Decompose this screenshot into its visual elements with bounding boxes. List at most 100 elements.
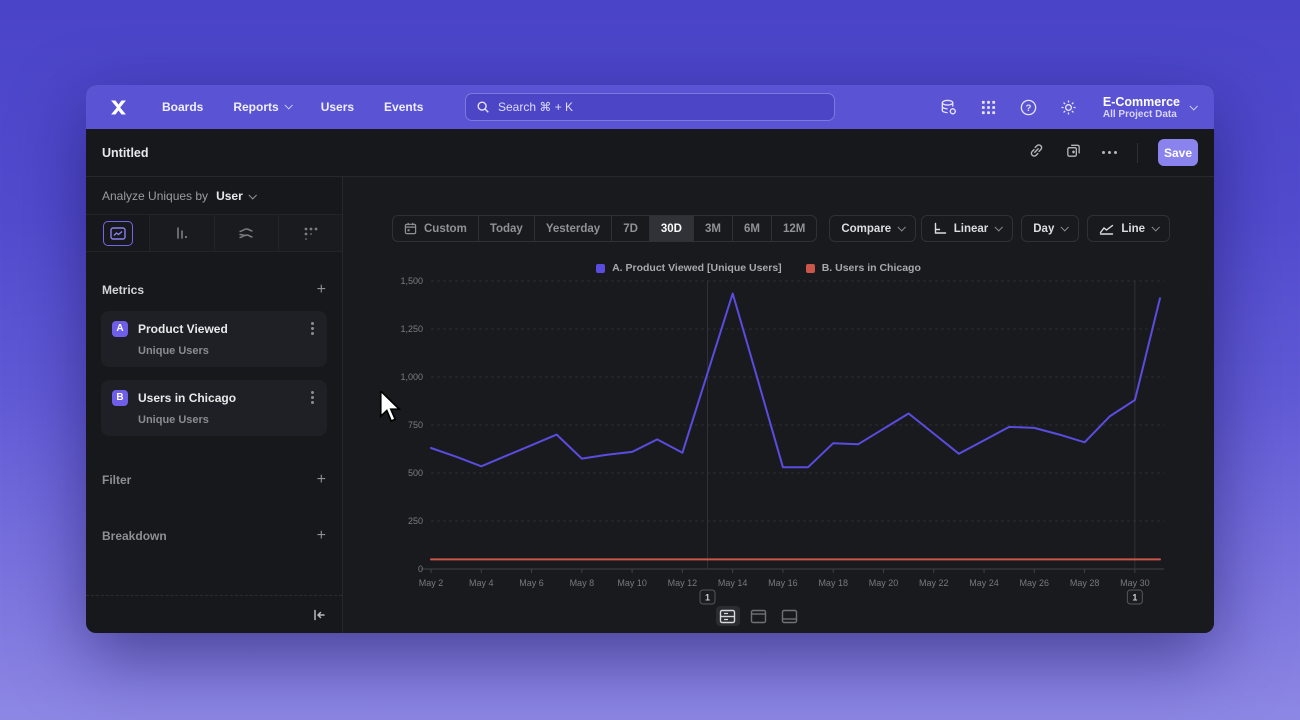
divider <box>1137 142 1138 163</box>
range-today[interactable]: Today <box>479 216 535 241</box>
chevron-down-icon <box>1151 222 1160 232</box>
layout-split-view-icon[interactable] <box>715 606 740 626</box>
range-30d[interactable]: 30D <box>649 216 694 241</box>
mixpanel-logo-icon[interactable] <box>108 96 130 118</box>
data-management-icon[interactable] <box>939 97 959 117</box>
range-yesterday[interactable]: Yesterday <box>535 216 613 241</box>
analyze-entity-dropdown[interactable]: User <box>216 189 257 203</box>
range-12m[interactable]: 12M <box>782 222 806 235</box>
svg-text:May 4: May 4 <box>469 578 494 588</box>
kebab-menu-icon[interactable] <box>309 320 316 337</box>
range-7d[interactable]: 7D <box>612 216 650 241</box>
help-icon[interactable]: ? <box>1019 97 1039 117</box>
svg-text:May 30: May 30 <box>1120 578 1150 588</box>
chevron-down-icon <box>1060 222 1070 232</box>
top-navbar: Boards Reports Users Events Search ⌘ + K… <box>86 85 1214 129</box>
tab-retention[interactable] <box>278 215 342 251</box>
view-layout-toggles <box>343 606 1174 626</box>
metric-badge-a: A <box>112 320 128 337</box>
line-chart[interactable]: 0 250 500 750 1,000 1,250 1,500 May 2 May 4 May 6… <box>386 275 1186 612</box>
svg-text:May 12: May 12 <box>668 578 698 588</box>
legend-item-b[interactable]: B. Users in Chicago <box>805 262 921 274</box>
tab-flows[interactable] <box>214 215 279 251</box>
kebab-menu-icon[interactable] <box>309 389 316 406</box>
report-header: Untitled Save <box>86 129 1214 177</box>
add-breakdown-button[interactable]: + <box>316 527 326 544</box>
svg-text:May 26: May 26 <box>1020 578 1050 588</box>
project-switcher[interactable]: E-Commerce All Project Data <box>1102 95 1198 120</box>
chevron-down-icon <box>284 100 293 110</box>
settings-gear-icon[interactable] <box>1059 97 1079 117</box>
chevron-down-icon <box>994 222 1004 232</box>
sidebar-footer <box>86 595 342 633</box>
metric-name: Product Viewed <box>138 321 228 336</box>
report-type-tabs <box>86 215 342 252</box>
range-3m[interactable]: 3M <box>694 216 733 241</box>
retention-dots-icon <box>304 227 318 240</box>
nav-item-reports[interactable]: Reports <box>233 100 293 114</box>
granularity-dropdown[interactable]: Day <box>1021 215 1080 242</box>
metric-measurement[interactable]: Unique Users <box>138 414 209 426</box>
chart-legend: A. Product Viewed [Unique Users] B. User… <box>343 262 1174 274</box>
analyze-uniques-row: Analyze Uniques by User <box>86 177 342 215</box>
chevron-down-icon <box>897 222 907 232</box>
nav-item-boards[interactable]: Boards <box>162 100 204 114</box>
bar-chart-icon <box>177 227 188 239</box>
more-options-icon[interactable] <box>1102 151 1117 154</box>
svg-text:1: 1 <box>705 593 710 603</box>
svg-text:?: ? <box>1026 102 1032 113</box>
line-trend-icon <box>1100 224 1114 235</box>
chart-type-dropdown[interactable]: Line <box>1087 215 1170 242</box>
scale-dropdown[interactable]: Linear <box>920 215 1014 242</box>
svg-text:May 10: May 10 <box>617 578 647 588</box>
svg-text:May 6: May 6 <box>519 578 544 588</box>
breakdown-title: Breakdown <box>102 529 167 543</box>
chart-panel: Custom Today Yesterday 7D 30D 3M 6M 12M … <box>343 177 1214 633</box>
add-metric-button[interactable]: + <box>316 281 326 298</box>
metric-badge-b: B <box>112 389 128 406</box>
svg-text:750: 750 <box>408 420 423 430</box>
calendar-icon <box>404 222 417 235</box>
legend-item-a[interactable]: A. Product Viewed [Unique Users] <box>596 262 782 274</box>
nav-actions: ? E-Commerce All Project Data <box>939 95 1198 120</box>
tab-insights[interactable] <box>86 215 151 251</box>
range-6m[interactable]: 6M <box>733 216 772 241</box>
nav-item-users[interactable]: Users <box>320 100 355 114</box>
collapse-sidebar-icon[interactable] <box>312 609 326 621</box>
search-input[interactable]: Search ⌘ + K <box>465 93 835 121</box>
svg-text:May 16: May 16 <box>768 578 798 588</box>
chevron-down-icon <box>248 190 257 200</box>
compare-dropdown[interactable]: Compare <box>829 215 917 242</box>
duplicate-icon[interactable] <box>1065 142 1082 164</box>
report-title[interactable]: Untitled <box>102 145 149 160</box>
add-filter-button[interactable]: + <box>316 471 326 488</box>
range-custom[interactable]: Custom <box>393 216 479 241</box>
apps-grid-icon[interactable] <box>979 97 999 117</box>
metric-card-b[interactable]: B Users in Chicago Unique Users <box>101 380 327 436</box>
legend-swatch-b <box>805 263 815 273</box>
svg-text:1,500: 1,500 <box>400 276 423 286</box>
svg-text:1,000: 1,000 <box>400 372 423 382</box>
svg-text:May 2: May 2 <box>419 578 444 588</box>
svg-text:250: 250 <box>408 516 423 526</box>
search-placeholder: Search ⌘ + K <box>498 100 574 114</box>
metric-measurement[interactable]: Unique Users <box>138 345 209 357</box>
project-subtitle: All Project Data <box>1102 108 1177 120</box>
copy-link-icon[interactable] <box>1028 142 1045 164</box>
chart-toolbar: Custom Today Yesterday 7D 30D 3M 6M 12M … <box>392 215 1170 242</box>
metric-name: Users in Chicago <box>138 390 237 405</box>
nav-item-events[interactable]: Events <box>384 100 424 114</box>
svg-text:1,250: 1,250 <box>400 324 423 334</box>
filter-section-header: Filter + <box>86 472 342 488</box>
breakdown-section-header: Breakdown + <box>86 528 342 544</box>
layout-table-only-icon[interactable] <box>778 606 802 626</box>
tab-bar-report[interactable] <box>150 215 215 251</box>
save-button[interactable]: Save <box>1158 139 1198 166</box>
svg-text:May 18: May 18 <box>818 578 848 588</box>
layout-chart-only-icon[interactable] <box>747 606 771 626</box>
metric-card-a[interactable]: A Product Viewed Unique Users <box>101 311 327 367</box>
svg-text:May 28: May 28 <box>1070 578 1100 588</box>
analyze-label: Analyze Uniques by <box>102 188 209 203</box>
svg-text:May 24: May 24 <box>969 578 999 588</box>
